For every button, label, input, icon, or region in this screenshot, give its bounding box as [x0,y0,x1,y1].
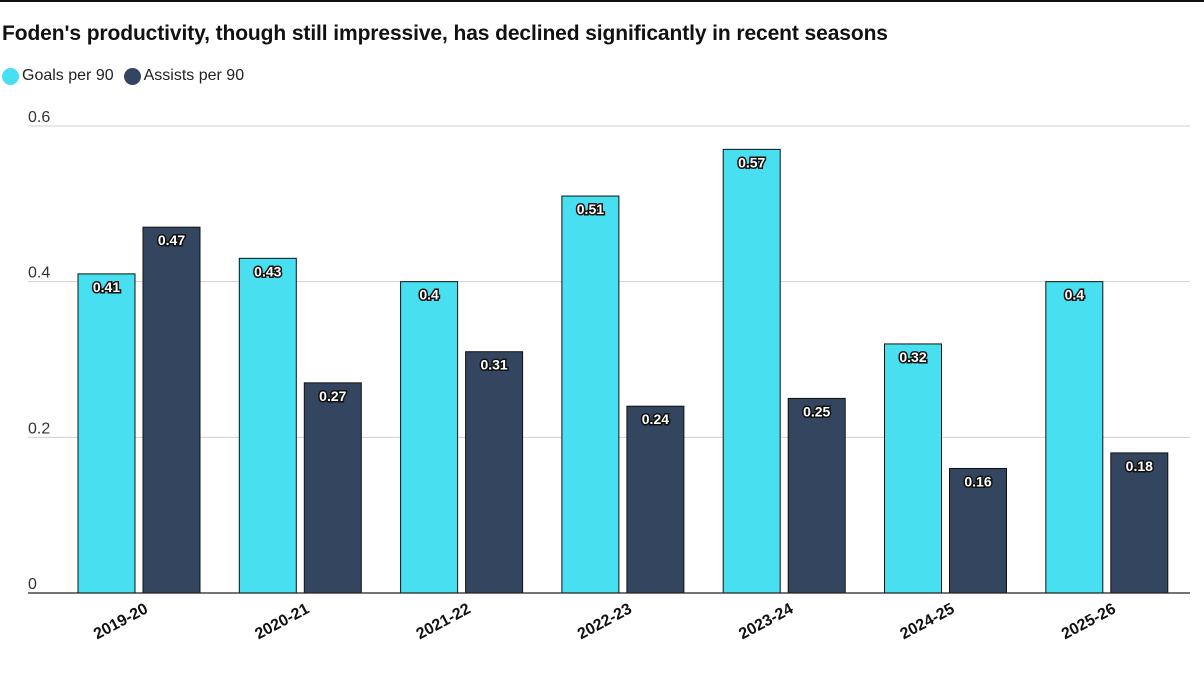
bar-assists [949,467,1007,594]
y-tick-label: 0.4 [28,265,50,282]
x-tick-label: 2021-22 [414,600,474,643]
bar-assists [303,382,362,594]
bar-goals [238,257,297,594]
legend-swatch-goals [2,67,19,85]
legend-item-assists: Assists per 90 [123,67,245,85]
bar-goals [77,273,136,594]
x-tick-label: 2025-26 [1059,600,1119,643]
legend-item-goals: Goals per 90 [2,67,114,85]
legend-label-assists: Assists per 90 [143,67,245,84]
bar-assists [142,226,201,594]
bar-assists [787,397,846,594]
legend-label-goals: Goals per 90 [22,67,114,84]
x-tick-label: 2023-24 [736,600,796,643]
data-label-assists: 0.47 [158,232,185,248]
chart-title: Foden's productivity, though still impre… [2,22,888,45]
y-tick-label: 0.2 [28,420,50,437]
bar-goals [884,343,942,594]
x-tick-label: 2020-21 [252,600,312,643]
y-tick-label: 0 [28,576,37,593]
legend-swatch-assists [123,67,141,85]
data-label-goals: 0.41 [93,279,120,295]
x-tick-label: 2019-20 [91,600,151,643]
data-label-assists: 0.31 [480,357,507,373]
data-label-goals: 0.43 [254,263,281,279]
bar-goals [722,148,781,594]
data-label-goals: 0.32 [899,349,926,365]
legend: Goals per 90 Assists per 90 [2,66,254,86]
data-label-assists: 0.27 [319,388,346,404]
bar-goals [561,195,620,594]
data-label-goals: 0.4 [419,287,439,303]
bar-goals [400,281,459,594]
data-label-goals: 0.4 [1065,287,1085,303]
bar-assists [465,351,524,594]
data-label-goals: 0.51 [577,201,604,217]
data-label-goals: 0.57 [738,154,765,170]
bar-goals [1045,281,1104,594]
top-rule [0,0,1204,2]
data-label-assists: 0.25 [803,403,830,419]
bar-assists [1110,452,1169,594]
data-label-assists: 0.16 [964,473,991,489]
y-tick-label: 0.6 [28,109,50,126]
data-label-assists: 0.24 [642,411,669,427]
data-label-assists: 0.18 [1126,458,1153,474]
x-tick-label: 2022-23 [575,600,635,643]
bar-assists [626,405,685,594]
x-tick-label: 2024-25 [898,600,958,643]
